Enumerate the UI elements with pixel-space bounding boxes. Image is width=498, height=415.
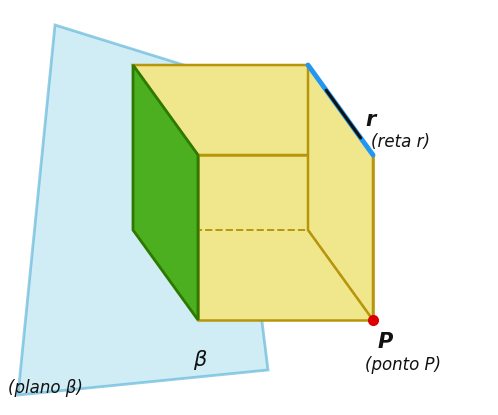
Text: (ponto P): (ponto P) xyxy=(365,356,441,374)
Polygon shape xyxy=(133,65,373,155)
Polygon shape xyxy=(308,65,373,320)
Polygon shape xyxy=(198,155,373,320)
Text: (plano β): (plano β) xyxy=(8,379,83,397)
Text: (reta r): (reta r) xyxy=(371,133,430,151)
Polygon shape xyxy=(18,25,268,395)
Text: r: r xyxy=(366,110,376,130)
Polygon shape xyxy=(133,65,198,320)
Text: β: β xyxy=(193,350,207,370)
Text: P: P xyxy=(377,332,392,352)
